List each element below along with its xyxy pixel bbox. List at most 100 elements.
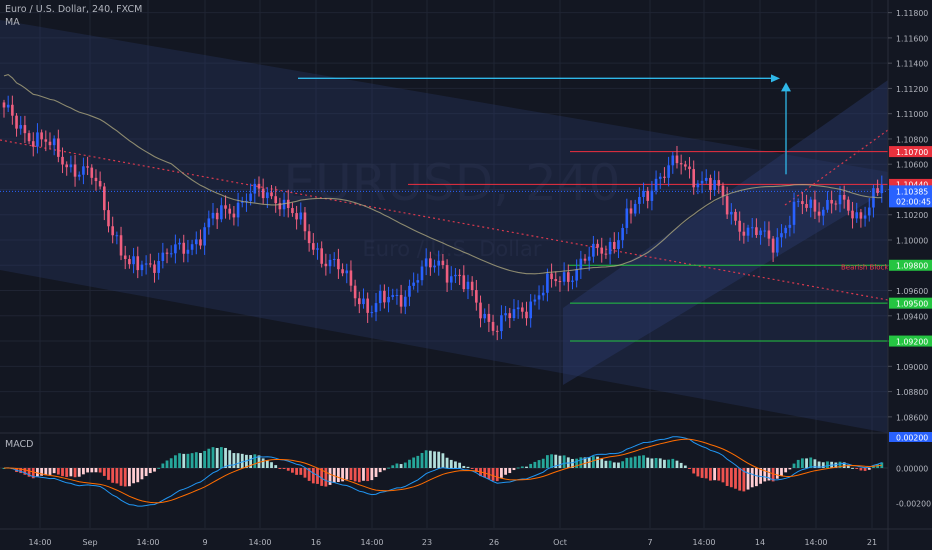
macd-histogram-bar <box>650 458 654 468</box>
macd-histogram-bar <box>717 468 721 481</box>
candle <box>107 201 110 233</box>
candle-body <box>876 188 879 194</box>
candle <box>458 269 461 286</box>
macd-histogram-bar <box>537 460 541 468</box>
candle <box>617 232 620 259</box>
candle <box>366 292 369 323</box>
candle <box>495 325 499 341</box>
time-tick-label: 16 <box>311 538 321 547</box>
candle-body <box>77 174 81 177</box>
time-tick-label: 14:00 <box>136 538 159 547</box>
candle-body <box>61 156 64 165</box>
symbol-title[interactable]: Euro / U.S. Dollar, 240, FXCM <box>5 4 143 15</box>
time-tick-label: 14:00 <box>28 538 51 547</box>
candle-body <box>625 208 629 228</box>
candle <box>700 171 704 194</box>
macd-histogram-bar <box>107 468 110 480</box>
macd-histogram-bar <box>458 462 462 468</box>
candle <box>730 203 733 225</box>
candle-body <box>207 218 211 228</box>
candle-body <box>136 256 140 271</box>
candle-body <box>863 215 867 219</box>
candle-body <box>186 249 190 254</box>
candle-body <box>307 231 311 244</box>
macd-histogram-bar <box>161 463 165 468</box>
macd-histogram-bar <box>98 468 102 473</box>
candle-body <box>826 199 829 210</box>
macd-histogram-bar <box>378 468 382 473</box>
macd-histogram-bar <box>441 453 445 468</box>
candle-body <box>654 178 658 191</box>
price-tick-label: 1.10800 <box>896 135 928 144</box>
macd-histogram-bar <box>617 462 620 468</box>
macd-histogram-bar <box>144 468 148 477</box>
macd-histogram-bar <box>554 454 558 468</box>
candle <box>31 132 35 157</box>
candle <box>253 178 257 203</box>
macd-histogram-bar <box>303 468 307 478</box>
candle-body <box>73 164 77 177</box>
macd-histogram-bar <box>780 468 783 476</box>
candle <box>23 115 27 144</box>
candle <box>796 198 800 208</box>
candle-body <box>82 166 85 175</box>
price-level-tag <box>889 178 932 190</box>
macd-indicator-label[interactable]: MACD <box>5 439 34 450</box>
candle <box>475 279 478 311</box>
candle-body <box>821 209 825 216</box>
candle-body <box>282 199 286 210</box>
candle-body <box>546 273 549 293</box>
candle <box>746 224 750 242</box>
macd-histogram-bar <box>240 453 244 468</box>
candle <box>249 183 252 206</box>
candle-body <box>358 298 361 305</box>
macd-histogram-bar <box>382 468 386 471</box>
candle-body <box>704 177 708 181</box>
candle-body <box>571 280 574 282</box>
macd-histogram-bar <box>328 468 332 485</box>
candle <box>863 206 867 227</box>
candle <box>19 116 23 135</box>
macd-histogram-bar <box>199 452 202 468</box>
candle <box>169 245 173 258</box>
candle-body <box>541 292 545 296</box>
price-level-tag-label: 1.09500 <box>896 299 928 308</box>
candle-body <box>416 280 420 283</box>
ma-indicator-label[interactable]: MA <box>5 17 20 28</box>
candle-body <box>449 276 453 283</box>
candle <box>52 135 56 156</box>
candle-body <box>805 204 808 208</box>
macd-histogram-bar <box>817 461 821 468</box>
candle <box>784 225 787 239</box>
candle-body <box>278 203 282 210</box>
macd-histogram-bar <box>2 468 6 469</box>
bearish-trend-line <box>0 139 889 301</box>
candle <box>261 178 265 205</box>
candle-body <box>859 212 863 219</box>
macd-histogram-bar <box>474 468 478 472</box>
candle-body <box>583 258 587 261</box>
candle <box>194 231 198 255</box>
macd-histogram-bar <box>278 468 282 469</box>
candle <box>834 200 838 211</box>
candle-body <box>44 139 48 142</box>
candle-body <box>332 258 336 260</box>
candle-body <box>353 285 357 299</box>
candle <box>847 196 850 216</box>
candle <box>403 290 407 315</box>
candle-body <box>31 141 35 147</box>
candle <box>228 203 232 220</box>
candle-body <box>776 237 779 253</box>
candle-body <box>383 290 386 303</box>
macd-histogram-bar <box>324 468 328 487</box>
candle <box>395 288 399 305</box>
candle-body <box>725 196 729 215</box>
candle-body <box>86 166 89 168</box>
macd-histogram-bar <box>775 468 779 479</box>
candle <box>282 192 286 217</box>
macd-histogram-bar <box>583 457 587 468</box>
candle <box>859 208 863 228</box>
macd-histogram-bar <box>203 450 207 468</box>
candles <box>2 95 884 341</box>
